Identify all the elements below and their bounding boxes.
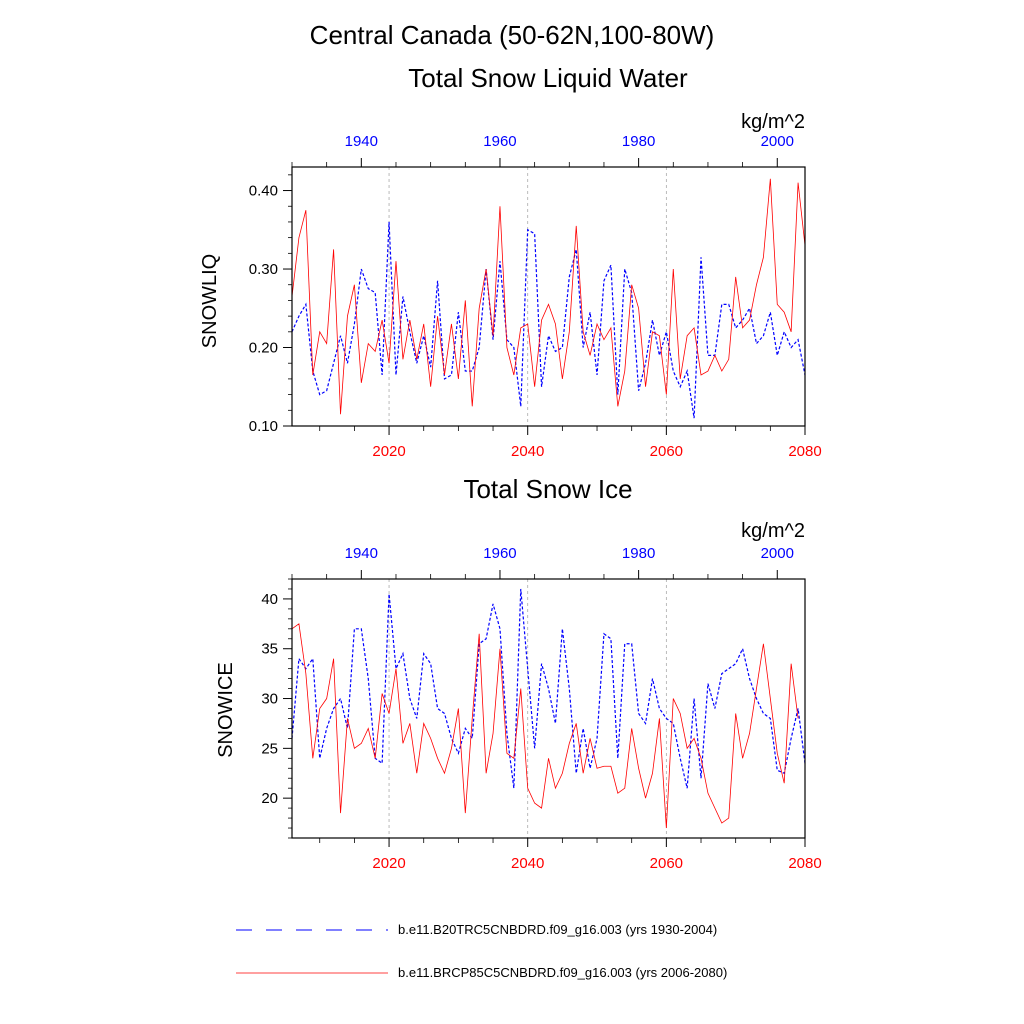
- x-top-tick-label: 1960: [483, 133, 516, 150]
- plot-frame: [291, 578, 806, 839]
- series-line-historical: [291, 221, 806, 419]
- x-bottom-tick-label: 2060: [650, 443, 683, 460]
- y-tick-label: 0.10: [249, 418, 278, 435]
- x-top-tick-label: 1980: [622, 133, 655, 150]
- x-bottom-tick-label: 2040: [511, 855, 544, 872]
- panel-title: Total Snow Liquid Water: [408, 63, 688, 93]
- x-top-tick-label: 2000: [761, 545, 794, 562]
- units-label: kg/m^2: [741, 111, 805, 133]
- y-tick-label: 0.30: [249, 261, 278, 278]
- y-tick-label: 30: [261, 691, 278, 708]
- legend-label-future: b.e11.BRCP85C5CNBDRD.f09_g16.003 (yrs 20…: [398, 965, 727, 980]
- y-axis-label: SNOWICE: [215, 662, 237, 758]
- units-label: kg/m^2: [741, 520, 805, 542]
- series-line-future: [291, 623, 799, 829]
- y-tick-label: 40: [261, 591, 278, 608]
- x-top-tick-label: 1940: [345, 133, 378, 150]
- legend: b.e11.B20TRC5CNBDRD.f09_g16.003 (yrs 193…: [236, 922, 727, 980]
- plot-area: 0.10 0.20 0.30 0.40 2020 2040 2060 2080 1940 1960…: [249, 133, 822, 460]
- y-tick-label: 20: [261, 790, 278, 807]
- y-tick-label: 35: [261, 641, 278, 658]
- y-axis-label: SNOWLIQ: [199, 254, 221, 348]
- x-bottom-tick-label: 2020: [372, 443, 405, 460]
- y-tick-label: 25: [261, 740, 278, 757]
- plot-area: 20 25 30 35 40 2020 2040 2060 2080 1940 1960 1980 20…: [261, 545, 821, 872]
- y-tick-label: 0.20: [249, 340, 278, 357]
- x-bottom-tick-label: 2020: [372, 855, 405, 872]
- panel-title: Total Snow Ice: [463, 474, 632, 504]
- legend-label-historical: b.e11.B20TRC5CNBDRD.f09_g16.003 (yrs 193…: [398, 922, 717, 937]
- panel-snowice: Total Snow Ice kg/m^2 SNOWICE 20 25 30 35 40…: [215, 474, 822, 872]
- plot-frame: [291, 166, 806, 427]
- series-line-future: [291, 178, 806, 415]
- x-bottom-tick-label: 2040: [511, 443, 544, 460]
- x-top-tick-label: 2000: [761, 133, 794, 150]
- x-bottom-tick-label: 2080: [788, 443, 821, 460]
- x-top-tick-label: 1980: [622, 545, 655, 562]
- x-top-tick-label: 1960: [483, 545, 516, 562]
- x-bottom-tick-label: 2080: [788, 855, 821, 872]
- figure-title-region: Central Canada (50-62N,100-80W): [310, 20, 715, 50]
- x-bottom-tick-label: 2060: [650, 855, 683, 872]
- y-tick-label: 0.40: [249, 183, 278, 200]
- x-top-tick-label: 1940: [345, 545, 378, 562]
- panel-snowliq: Total Snow Liquid Water kg/m^2 SNOWLIQ 0…: [199, 63, 822, 460]
